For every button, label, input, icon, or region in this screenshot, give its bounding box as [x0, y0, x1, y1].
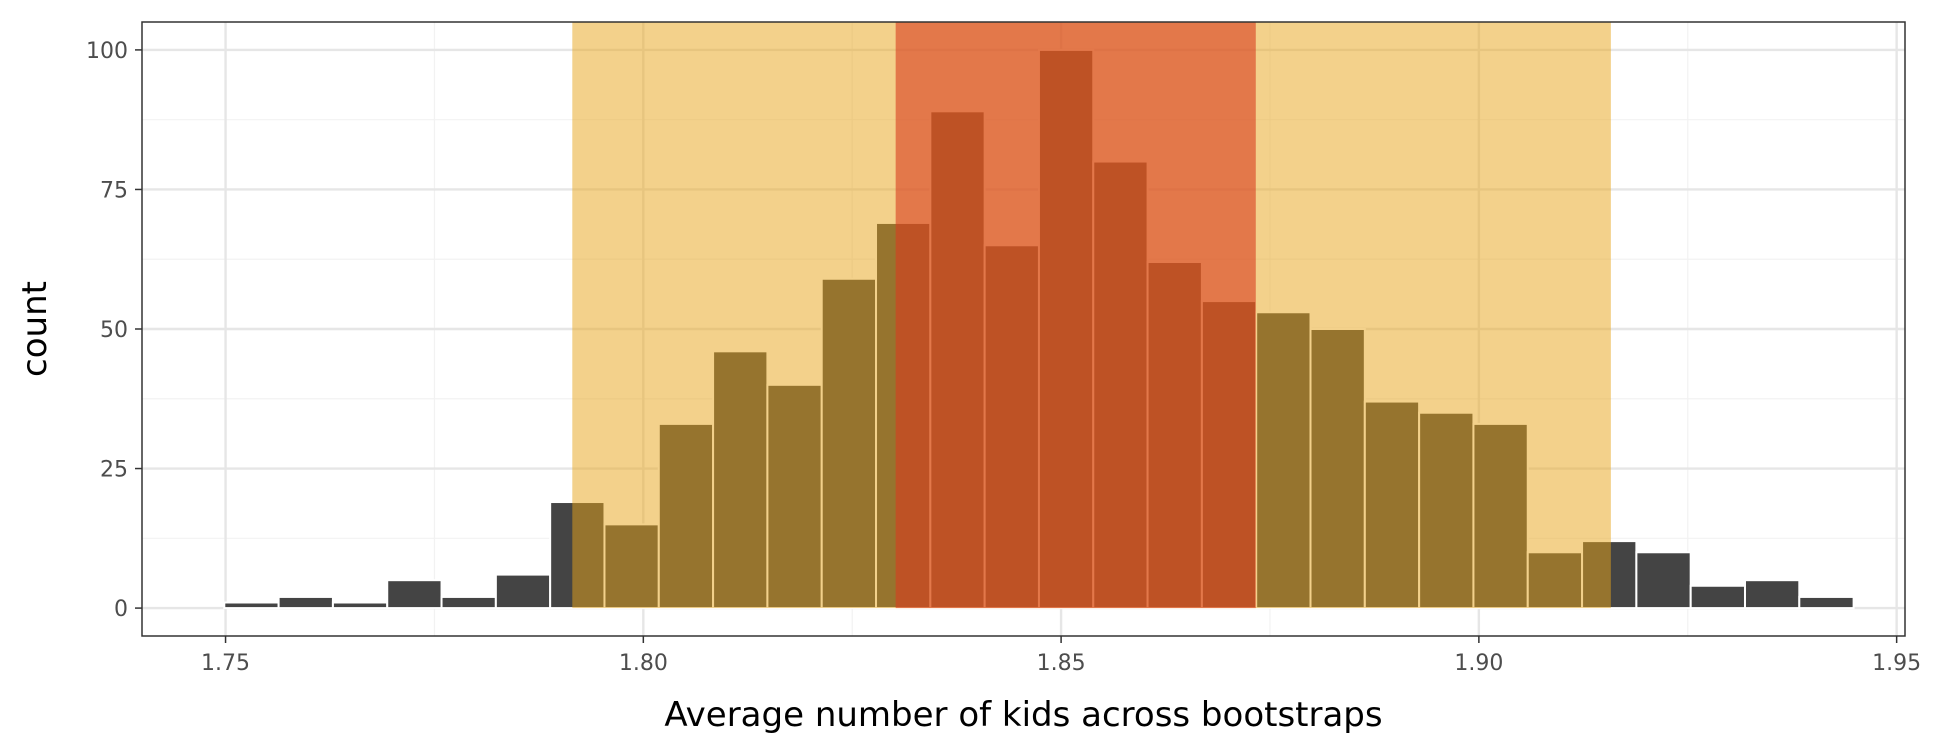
histogram-bar — [277, 595, 334, 610]
histogram-bar — [223, 601, 280, 610]
x-tick-label: 1.85 — [1037, 651, 1086, 676]
y-tick-label: 100 — [86, 39, 128, 64]
histogram-bar — [1689, 584, 1746, 610]
histogram-bar — [331, 601, 389, 610]
x-tick-label: 1.95 — [1872, 651, 1921, 676]
y-tick-label: 0 — [114, 597, 128, 622]
x-tick-labels: 1.75 1.80 1.85 1.90 1.95 — [201, 651, 1921, 676]
y-axis-title: count — [15, 281, 55, 377]
histogram-bar — [440, 595, 497, 610]
x-tick-label: 1.75 — [201, 651, 250, 676]
histogram-bar — [1635, 551, 1692, 610]
interval-band-narrow — [895, 22, 1256, 609]
axis-ticks — [135, 49, 1898, 643]
y-tick-labels: 0 25 50 75 100 — [86, 39, 128, 622]
y-tick-label: 50 — [100, 318, 128, 343]
y-tick-label: 75 — [100, 178, 128, 203]
x-axis-title: Average number of kids across bootstraps — [664, 695, 1382, 735]
histogram-bar — [386, 579, 443, 610]
histogram-bar — [494, 573, 552, 610]
histogram-bars — [223, 22, 1855, 610]
histogram-bar — [1743, 579, 1801, 610]
histogram-bar — [1798, 595, 1855, 610]
x-tick-label: 1.90 — [1454, 651, 1503, 676]
y-tick-label: 25 — [100, 458, 128, 483]
x-tick-label: 1.80 — [619, 651, 668, 676]
